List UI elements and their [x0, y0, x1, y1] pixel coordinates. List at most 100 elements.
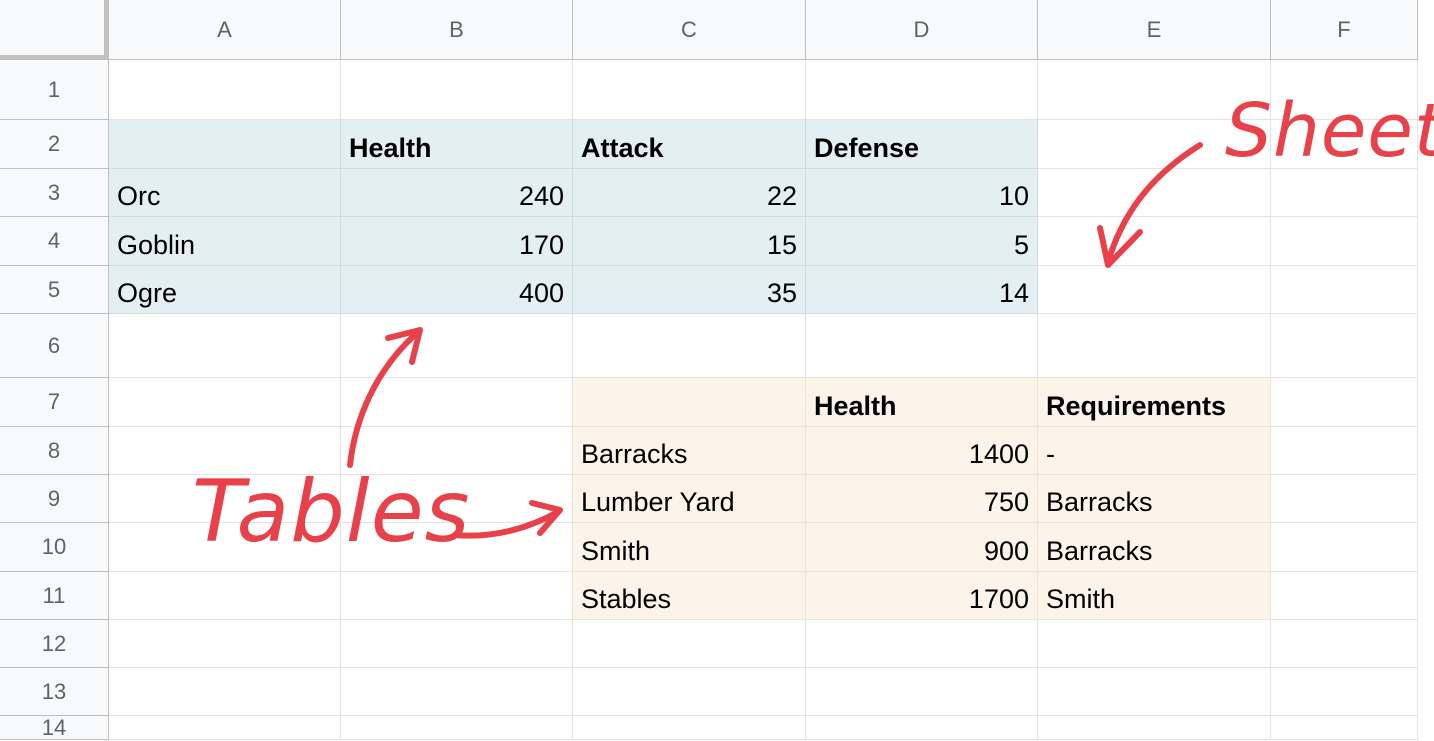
monsters-table-cell[interactable]: Goblin	[109, 217, 341, 266]
buildings-table-cell[interactable]: Barracks	[573, 427, 806, 475]
buildings-table-header-cell[interactable]: Health	[806, 378, 1038, 427]
cell[interactable]	[1038, 217, 1271, 266]
cell[interactable]	[341, 668, 573, 716]
monsters-table-cell[interactable]: Orc	[109, 169, 341, 217]
buildings-table-cell[interactable]: -	[1038, 427, 1271, 475]
monsters-table-cell[interactable]: 15	[573, 217, 806, 266]
buildings-table-cell[interactable]: Barracks	[1038, 475, 1271, 523]
buildings-table-header-cell[interactable]	[573, 378, 806, 427]
cell[interactable]	[109, 572, 341, 620]
cell[interactable]	[341, 572, 573, 620]
row-header-4[interactable]: 4	[0, 217, 109, 266]
cell[interactable]	[1271, 475, 1418, 523]
cell[interactable]	[109, 314, 341, 378]
row-header-1[interactable]: 1	[0, 60, 109, 120]
monsters-table-header-cell[interactable]: Defense	[806, 120, 1038, 169]
cell[interactable]	[109, 523, 341, 572]
row-header-9[interactable]: 9	[0, 475, 109, 523]
column-header-f[interactable]: F	[1271, 0, 1418, 60]
cell[interactable]	[1271, 266, 1418, 314]
monsters-table-cell[interactable]: 400	[341, 266, 573, 314]
cell[interactable]	[1271, 620, 1418, 668]
monsters-table-cell[interactable]: 14	[806, 266, 1038, 314]
cell[interactable]	[109, 668, 341, 716]
buildings-table-cell[interactable]: Smith	[1038, 572, 1271, 620]
monsters-table-cell[interactable]: Ogre	[109, 266, 341, 314]
cell[interactable]	[341, 378, 573, 427]
cell[interactable]	[109, 60, 341, 120]
column-header-a[interactable]: A	[109, 0, 341, 60]
monsters-table-header-cell[interactable]: Health	[341, 120, 573, 169]
column-header-e[interactable]: E	[1038, 0, 1271, 60]
row-header-6[interactable]: 6	[0, 314, 109, 378]
cell[interactable]	[806, 716, 1038, 740]
buildings-table-cell[interactable]: Stables	[573, 572, 806, 620]
cell[interactable]	[573, 60, 806, 120]
monsters-table-cell[interactable]: 10	[806, 169, 1038, 217]
row-header-14[interactable]: 14	[0, 715, 109, 740]
cell[interactable]	[573, 620, 806, 668]
row-header-8[interactable]: 8	[0, 427, 109, 475]
cell[interactable]	[573, 668, 806, 716]
column-header-d[interactable]: D	[806, 0, 1038, 60]
cell[interactable]	[573, 716, 806, 740]
cell[interactable]	[341, 60, 573, 120]
monsters-table-cell[interactable]: 240	[341, 169, 573, 217]
cell[interactable]	[1271, 120, 1418, 169]
cell[interactable]	[1271, 523, 1418, 572]
cell[interactable]	[109, 378, 341, 427]
row-header-3[interactable]: 3	[0, 169, 109, 217]
cell[interactable]	[109, 427, 341, 475]
cell[interactable]	[573, 314, 806, 378]
buildings-table-cell[interactable]: Barracks	[1038, 523, 1271, 572]
row-header-11[interactable]: 11	[0, 572, 109, 620]
row-header-2[interactable]: 2	[0, 120, 109, 169]
buildings-table-cell[interactable]: 1400	[806, 427, 1038, 475]
row-header-10[interactable]: 10	[0, 523, 109, 572]
monsters-table-cell[interactable]: 170	[341, 217, 573, 266]
cell[interactable]	[341, 523, 573, 572]
cell[interactable]	[1038, 314, 1271, 378]
monsters-table-header-cell[interactable]: Attack	[573, 120, 806, 169]
buildings-table-cell[interactable]: 1700	[806, 572, 1038, 620]
select-all-corner[interactable]	[0, 0, 109, 60]
cell[interactable]	[1271, 217, 1418, 266]
cell[interactable]	[1038, 60, 1271, 120]
monsters-table-cell[interactable]: 35	[573, 266, 806, 314]
cell[interactable]	[109, 475, 341, 523]
column-header-b[interactable]: B	[341, 0, 573, 60]
cell[interactable]	[806, 620, 1038, 668]
cell[interactable]	[341, 716, 573, 740]
cell[interactable]	[806, 60, 1038, 120]
monsters-table-cell[interactable]: 22	[573, 169, 806, 217]
monsters-table-cell[interactable]: 5	[806, 217, 1038, 266]
cell[interactable]	[1271, 378, 1418, 427]
buildings-table-cell[interactable]: Lumber Yard	[573, 475, 806, 523]
cell[interactable]	[1271, 314, 1418, 378]
row-header-5[interactable]: 5	[0, 266, 109, 314]
cell[interactable]	[341, 620, 573, 668]
buildings-table-cell[interactable]: Smith	[573, 523, 806, 572]
cell[interactable]	[109, 716, 341, 740]
column-header-c[interactable]: C	[573, 0, 806, 60]
cell[interactable]	[341, 427, 573, 475]
monsters-table-header-cell[interactable]	[109, 120, 341, 169]
cell[interactable]	[1038, 716, 1271, 740]
row-header-7[interactable]: 7	[0, 378, 109, 427]
cell[interactable]	[341, 314, 573, 378]
cell[interactable]	[806, 668, 1038, 716]
cell[interactable]	[1271, 427, 1418, 475]
cell[interactable]	[1038, 169, 1271, 217]
cell[interactable]	[1271, 668, 1418, 716]
cell[interactable]	[1271, 60, 1418, 120]
buildings-table-header-cell[interactable]: Requirements	[1038, 378, 1271, 427]
cell[interactable]	[1271, 572, 1418, 620]
cell[interactable]	[1038, 620, 1271, 668]
cell[interactable]	[1271, 169, 1418, 217]
cell[interactable]	[109, 620, 341, 668]
cell[interactable]	[1271, 716, 1418, 740]
row-header-13[interactable]: 13	[0, 668, 109, 716]
buildings-table-cell[interactable]: 750	[806, 475, 1038, 523]
cell[interactable]	[1038, 668, 1271, 716]
cell[interactable]	[806, 314, 1038, 378]
